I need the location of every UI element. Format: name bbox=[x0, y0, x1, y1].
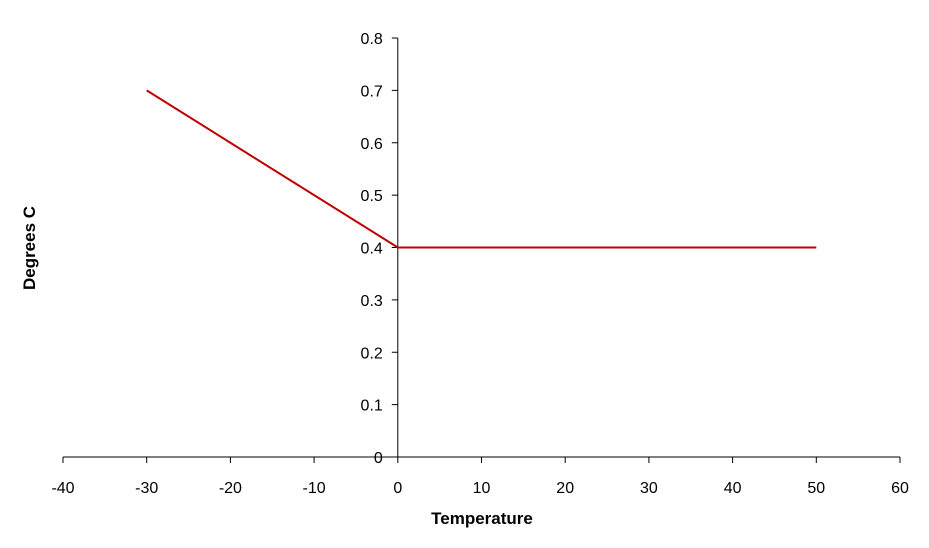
x-tick-label: 0 bbox=[393, 480, 402, 497]
x-tick-label: -10 bbox=[303, 480, 326, 497]
x-tick-label: 40 bbox=[724, 480, 742, 497]
y-tick-label: 0.5 bbox=[361, 188, 383, 205]
y-tick-label: 0 bbox=[374, 450, 383, 467]
x-tick-label: -30 bbox=[135, 480, 158, 497]
x-tick-label: 60 bbox=[891, 480, 909, 497]
y-tick-label: 0.8 bbox=[361, 31, 383, 48]
y-tick-label: 0.4 bbox=[361, 241, 383, 258]
x-tick-label: -20 bbox=[219, 480, 242, 497]
series-line bbox=[146, 89, 817, 249]
x-tick-label: 50 bbox=[807, 480, 825, 497]
x-axis-title: Temperature bbox=[431, 509, 533, 528]
x-tick-label: 30 bbox=[640, 480, 658, 497]
series-layer bbox=[146, 89, 817, 249]
y-tick-label: 0.6 bbox=[361, 136, 383, 153]
x-tick-label: 10 bbox=[473, 480, 491, 497]
y-tick-label: 0.1 bbox=[361, 398, 383, 415]
y-axis: 0 0.1 0.2 0.3 0.4 0.5 0.6 0.7 0.8 bbox=[361, 31, 399, 467]
x-tick-label: -40 bbox=[51, 480, 74, 497]
y-tick-label: 0.3 bbox=[361, 293, 383, 310]
x-tick-label: 20 bbox=[556, 480, 574, 497]
x-axis: -40 -30 -20 -10 0 10 20 30 40 50 60 bbox=[51, 456, 909, 497]
y-tick-label: 0.7 bbox=[361, 83, 383, 100]
y-tick-label: 0.2 bbox=[361, 345, 383, 362]
y-axis-title: Degrees C bbox=[20, 206, 39, 290]
